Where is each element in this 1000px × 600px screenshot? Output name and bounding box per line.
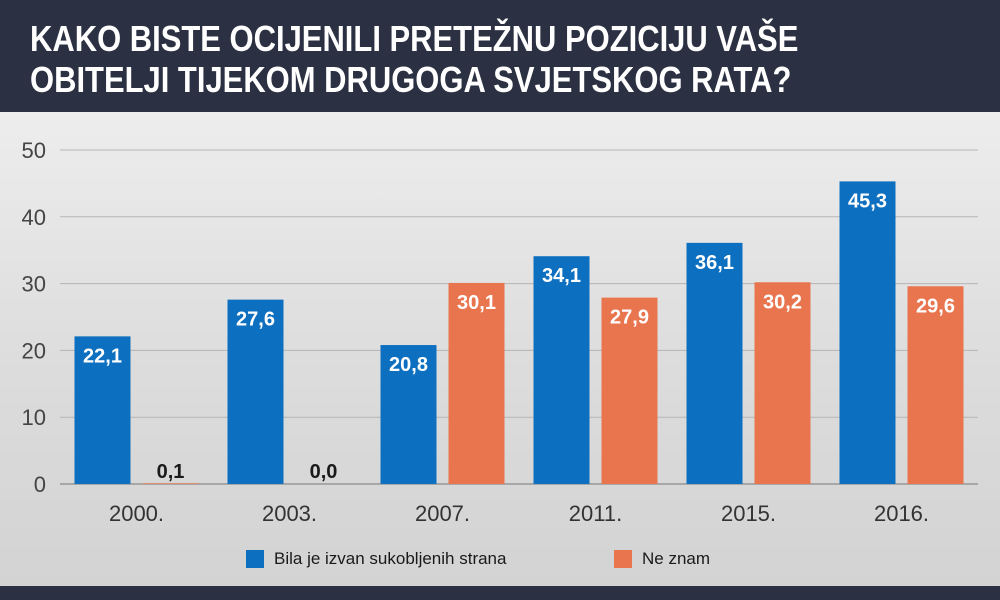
x-tick-label: 2007. — [415, 501, 470, 526]
legend-item-series-2: Ne znam — [614, 548, 710, 570]
bar-value-label: 27,6 — [236, 309, 275, 331]
bar-ne-znam — [448, 282, 505, 484]
legend-label-series-1: Bila je izvan sukobljenih strana — [274, 549, 507, 568]
title-line-1: KAKO BISTE OCIJENILI PRETEŽNU POZICIJU V… — [30, 18, 799, 59]
y-tick-label: 40 — [22, 205, 46, 230]
y-tick-label: 10 — [22, 405, 46, 430]
bar-value-label: 36,1 — [695, 252, 734, 274]
chart-title: KAKO BISTE OCIJENILI PRETEŽNU POZICIJU V… — [30, 18, 838, 100]
header: KAKO BISTE OCIJENILI PRETEŽNU POZICIJU V… — [0, 0, 1000, 112]
bar-value-label: 22,1 — [83, 345, 122, 367]
bar-izvan-sukobljenih-strana — [227, 299, 284, 484]
bar-value-label: 20,8 — [389, 354, 428, 376]
x-tick-label: 2016. — [874, 501, 929, 526]
bar-value-label: 34,1 — [542, 265, 581, 287]
bar-ne-znam — [601, 297, 658, 484]
bar-value-label: 0,1 — [157, 461, 185, 483]
legend-item-series-1: Bila je izvan sukobljenih strana — [246, 548, 506, 570]
bar-value-label: 29,6 — [916, 295, 955, 317]
bar-value-label: 27,9 — [610, 307, 649, 329]
footer-bar — [0, 586, 1000, 600]
legend-swatch-series-2 — [614, 550, 632, 568]
legend-swatch-series-1 — [246, 550, 264, 568]
x-tick-label: 2015. — [721, 501, 776, 526]
bar-value-label: 30,2 — [763, 291, 802, 313]
bar-izvan-sukobljenih-strana — [533, 256, 590, 484]
y-tick-label: 50 — [22, 138, 46, 163]
bar-value-label: 45,3 — [848, 190, 887, 212]
bar-izvan-sukobljenih-strana — [380, 345, 437, 484]
y-tick-label: 0 — [34, 472, 46, 497]
bar-ne-znam — [142, 483, 199, 484]
bar-izvan-sukobljenih-strana — [839, 181, 896, 484]
bar-ne-znam — [907, 286, 964, 484]
x-tick-label: 2000. — [109, 501, 164, 526]
bar-izvan-sukobljenih-strana — [74, 336, 131, 484]
x-tick-label: 2003. — [262, 501, 317, 526]
y-tick-label: 20 — [22, 338, 46, 363]
title-line-2: OBITELJI TIJEKOM DRUGOGA SVJETSKOG RATA? — [30, 59, 792, 100]
bar-value-label: 30,1 — [457, 292, 496, 314]
bar-ne-znam — [754, 282, 811, 484]
legend-label-series-2: Ne znam — [642, 549, 711, 568]
y-tick-label: 30 — [22, 272, 46, 297]
x-tick-label: 2011. — [569, 501, 622, 526]
bar-value-label: 0,0 — [310, 461, 338, 483]
bar-izvan-sukobljenih-strana — [686, 242, 743, 484]
